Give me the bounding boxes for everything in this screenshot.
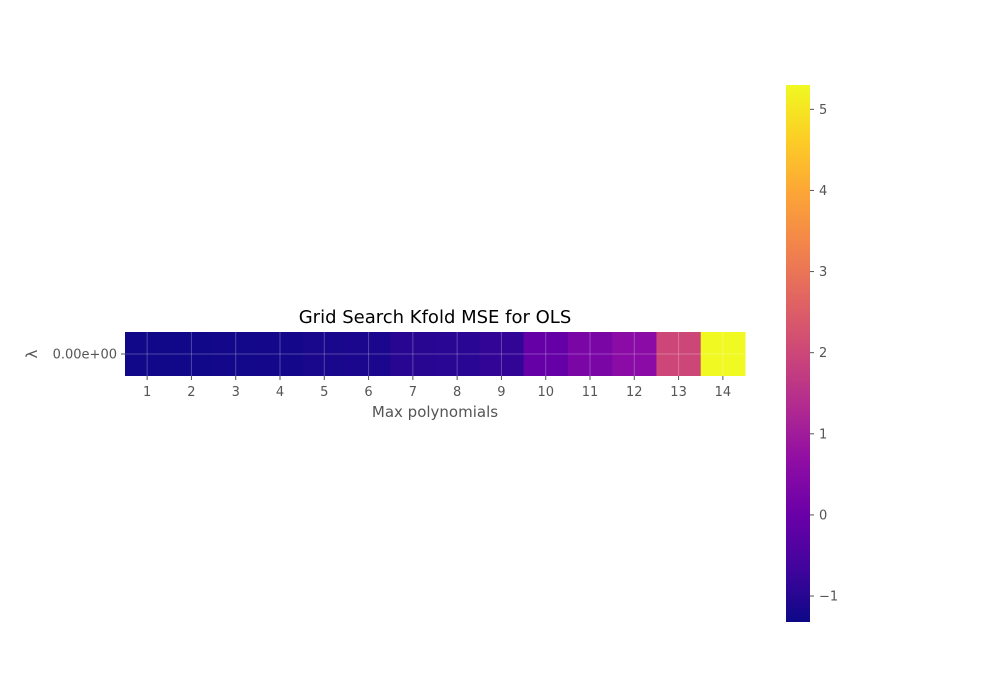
heatmap-grid <box>125 332 745 376</box>
heatmap-cell <box>656 332 702 376</box>
x-tick-label: 6 <box>364 385 372 400</box>
x-tick-label: 11 <box>582 385 599 400</box>
heatmap-cell <box>257 332 303 376</box>
heatmap-cell <box>567 332 613 376</box>
colorbar-tick-label: 2 <box>819 346 827 361</box>
x-tick-label: 7 <box>409 385 417 400</box>
y-tick-label: 0.00e+00 <box>53 348 117 363</box>
heatmap-cell <box>213 332 259 376</box>
x-tick-label: 10 <box>537 385 554 400</box>
x-tick-label: 1 <box>143 385 151 400</box>
x-axis-ticks: 1 2 3 4 5 6 7 8 9 10 11 12 13 14 <box>143 376 731 400</box>
x-tick-label: 13 <box>670 385 687 400</box>
heatmap-cell <box>435 332 480 376</box>
x-tick-label: 12 <box>626 385 643 400</box>
heatmap-cell <box>700 332 746 376</box>
heatmap-cell <box>125 332 170 376</box>
heatmap-cell <box>390 332 436 376</box>
colorbar-tick-label: 5 <box>819 103 827 118</box>
x-tick-label: 8 <box>453 385 461 400</box>
chart-title: Grid Search Kfold MSE for OLS <box>299 307 572 328</box>
colorbar <box>786 85 810 622</box>
x-tick-label: 4 <box>276 385 284 400</box>
heatmap-cell <box>346 332 392 376</box>
y-axis-label: λ <box>23 349 41 358</box>
heatmap-cell <box>302 332 347 376</box>
colorbar-tick-label: 0 <box>819 508 827 523</box>
heatmap-cell <box>169 332 215 376</box>
x-tick-label: 2 <box>187 385 195 400</box>
x-tick-label: 14 <box>715 385 732 400</box>
heatmap-cell <box>479 332 525 376</box>
colorbar-ticks: −1 0 1 2 3 4 5 <box>810 103 838 605</box>
colorbar-tick-label: 4 <box>819 184 827 199</box>
colorbar-tick-label: 3 <box>819 265 827 280</box>
x-tick-label: 5 <box>320 385 328 400</box>
x-tick-label: 3 <box>232 385 240 400</box>
x-tick-label: 9 <box>497 385 505 400</box>
heatmap-cell <box>523 332 569 376</box>
heatmap-cells <box>125 332 746 376</box>
colorbar-tick-label: −1 <box>819 590 838 605</box>
x-axis-label: Max polynomials <box>372 403 498 421</box>
y-axis-ticks: 0.00e+00 <box>53 348 125 363</box>
heatmap-cell <box>612 332 657 376</box>
colorbar-tick-label: 1 <box>819 427 827 442</box>
